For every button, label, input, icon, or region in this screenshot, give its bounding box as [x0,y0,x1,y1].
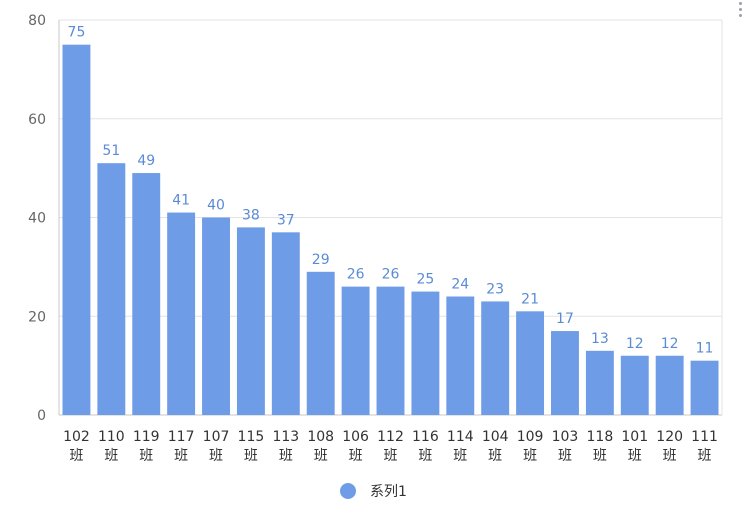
x-tick-label: 108 [307,429,334,445]
x-tick-label: 101 [621,429,648,445]
data-label: 23 [486,281,504,297]
data-label: 75 [68,25,86,41]
data-label: 17 [556,311,574,327]
x-tick-label-suffix: 班 [279,448,293,464]
data-label: 24 [451,277,469,293]
x-tick-label: 106 [342,429,369,445]
x-tick-label: 115 [238,429,265,445]
more-options-icon[interactable] [734,0,746,20]
x-tick-label: 107 [203,429,230,445]
x-tick-label: 110 [98,429,125,445]
bar[interactable] [376,286,405,415]
bar[interactable] [62,44,91,415]
x-tick-label: 112 [377,429,404,445]
legend[interactable]: 系列1 [340,483,407,500]
data-label: 37 [277,212,295,228]
x-tick-label-suffix: 班 [209,448,223,464]
bar[interactable] [481,301,510,415]
bar[interactable] [97,163,126,415]
bar[interactable] [620,355,649,415]
bar[interactable] [655,355,684,415]
x-tick-label-suffix: 班 [488,448,502,464]
bar[interactable] [202,217,230,416]
x-tick-label: 102 [63,429,90,445]
x-tick-label-suffix: 班 [104,448,118,464]
x-tick-label-suffix: 班 [628,448,642,464]
bar[interactable] [271,232,300,415]
data-label: 38 [242,207,260,223]
bar[interactable] [690,360,719,415]
x-tick-label-suffix: 班 [349,448,363,464]
bar[interactable] [167,212,196,415]
x-tick-label-suffix: 班 [69,448,83,464]
y-axis: 0 20 40 60 80 [28,13,723,424]
x-tick-label: 114 [447,429,474,445]
data-label: 25 [416,272,434,288]
x-tick-label: 117 [168,429,195,445]
x-tick-label: 104 [482,429,509,445]
bar[interactable] [236,227,265,415]
x-tick-label: 103 [552,429,579,445]
x-tick-label: 118 [587,429,614,445]
legend-label[interactable]: 系列1 [370,484,407,500]
x-tick-label: 120 [656,429,683,445]
y-tick-label: 20 [28,309,46,325]
x-tick-label-suffix: 班 [523,448,537,464]
data-label: 13 [591,331,609,347]
menu-dot [738,14,742,17]
x-tick-label-suffix: 班 [663,448,677,464]
x-tick-label-suffix: 班 [174,448,188,464]
y-tick-label: 40 [28,211,46,227]
bar[interactable] [411,291,440,415]
y-tick-label: 80 [28,13,46,29]
data-label: 12 [626,336,644,352]
x-tick-label-suffix: 班 [139,448,153,464]
x-tick-label-suffix: 班 [418,448,432,464]
bar[interactable] [341,286,370,415]
bar[interactable] [132,173,161,415]
data-labels: 75 51 49 41 40 38 37 29 26 26 25 24 23 21 17 13 12 12 11 [68,25,714,357]
x-tick-label-suffix: 班 [593,448,607,464]
bar[interactable] [516,311,545,415]
x-tick-label: 109 [517,429,544,445]
bar[interactable] [306,271,335,415]
data-label: 26 [382,267,400,283]
data-label: 12 [661,336,679,352]
x-tick-label-suffix: 班 [698,448,712,464]
data-label: 49 [137,153,155,169]
data-label: 26 [347,267,365,283]
x-tick-label: 119 [133,429,160,445]
bar[interactable] [446,296,475,416]
x-tick-label: 111 [691,429,718,445]
menu-dot [738,2,742,5]
x-tick-label-suffix: 班 [244,448,258,464]
y-tick-label: 60 [28,112,46,128]
bars [62,44,719,416]
data-label: 11 [696,341,714,357]
bar[interactable] [585,350,614,415]
x-tick-label-suffix: 班 [558,448,572,464]
data-label: 41 [172,193,190,209]
y-tick-label: 0 [37,408,46,424]
x-tick-label-suffix: 班 [384,448,398,464]
x-tick-label: 116 [412,429,439,445]
data-label: 40 [207,198,225,214]
bar[interactable] [551,331,579,415]
data-label: 51 [102,143,120,159]
x-tick-label: 113 [272,429,299,445]
menu-dot [738,8,742,11]
legend-marker[interactable] [340,483,356,499]
x-tick-label-suffix: 班 [314,448,328,464]
x-axis: 102 班 110 班 119 班 117 班 107 班 115 班 113 班 108 班 106 班 112 班… [63,429,718,464]
data-label: 21 [521,291,539,307]
x-tick-label-suffix: 班 [453,448,467,464]
data-label: 29 [312,252,330,268]
